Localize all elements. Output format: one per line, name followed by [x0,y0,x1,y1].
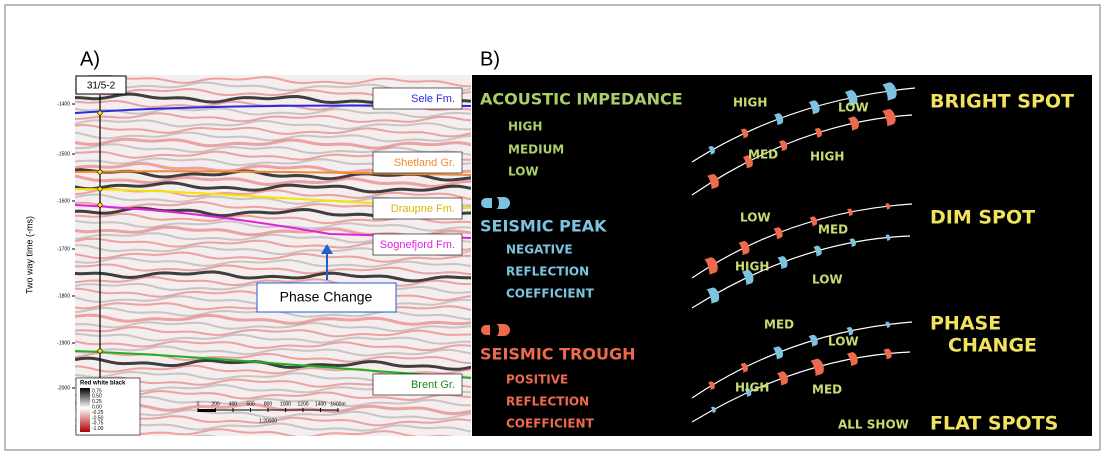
y-tick-label: -1400 [57,101,70,107]
legend-item: COEFFICIENT [506,287,595,301]
all-show: ALL SHOW [838,418,909,432]
scale-label: 1400 [315,401,326,407]
impedance-label: MED [764,318,794,332]
peak-shape [481,198,492,208]
scale-label: 0 [197,401,200,407]
legend-item: POSITIVE [506,373,568,387]
impedance-label: LOW [838,101,869,115]
scale-label: 600 [246,401,255,407]
case-title: PHASE [930,313,1001,335]
y-tick-label: -2000 [57,385,70,391]
panel-label: A) [80,48,100,70]
horizon-label: Draupne Fm. [391,203,455,215]
impedance-label: MED [748,148,778,162]
colorbar-title: Red white black [80,381,126,387]
y-axis-title: Two way time (-ms) [24,216,34,294]
well-name: 31/5-2 [87,81,116,92]
legend-title: ACOUSTIC IMPEDANCE [480,90,683,109]
y-tick-label: -1600 [57,198,70,204]
impedance-label: HIGH [735,260,769,274]
flat-spots: FLAT SPOTS [930,413,1058,435]
case-title: DIM SPOT [930,207,1035,229]
scale-label: 1600m [330,401,345,407]
legend-title: SEISMIC PEAK [480,217,607,236]
legend-item: LOW [508,165,539,179]
impedance-label: HIGH [733,96,767,110]
legend-item: NEGATIVE [506,243,573,257]
well-top [98,349,102,353]
legend-item: REFLECTION [506,395,589,409]
impedance-label: LOW [740,211,771,225]
panel-label: B) [480,48,500,70]
colorbar-label: -1.00 [92,426,104,432]
colorbar [80,388,90,432]
legend-item: COEFFICIENT [506,417,595,431]
scale-label: 200 [211,401,220,407]
case-title: CHANGE [948,335,1037,357]
well-top [98,187,102,191]
legend-item: REFLECTION [506,265,589,279]
horizon-label: Shetland Gr. [394,157,455,169]
impedance-label: MED [818,223,848,237]
legend-item: MEDIUM [508,143,564,157]
scale-ratio: 1:20000 [259,418,277,424]
annotation: Phase Change [280,289,373,305]
y-tick-label: -1900 [57,340,70,346]
figure: A) B) 31/5-2 Two way time (-ms) -1400 -15… [0,0,1108,455]
scale-label: 1000 [280,401,291,407]
horizon-label: Brent Gr. [411,379,455,391]
horizon-label: Sele Fm. [411,93,455,105]
case-title: BRIGHT SPOT [930,91,1074,113]
scale-label: 400 [229,401,238,407]
well-top [98,170,102,174]
scale-label: 800 [264,401,273,407]
legend-title: SEISMIC TROUGH [480,345,635,364]
y-tick-label: -1700 [57,246,70,252]
impedance-label: MED [812,383,842,397]
legend-item: HIGH [508,120,542,134]
impedance-label: HIGH [735,381,769,395]
well-top [98,111,102,115]
horizon-label: Sognefjord Fm. [380,239,455,251]
y-tick-label: -1500 [57,151,70,157]
impedance-label: LOW [828,335,859,349]
impedance-label: LOW [812,273,843,287]
well-top [98,203,102,207]
impedance-label: HIGH [810,150,844,164]
scale-block [198,409,215,412]
y-tick-label: -1800 [57,293,70,299]
scale-label: 1200 [297,401,308,407]
